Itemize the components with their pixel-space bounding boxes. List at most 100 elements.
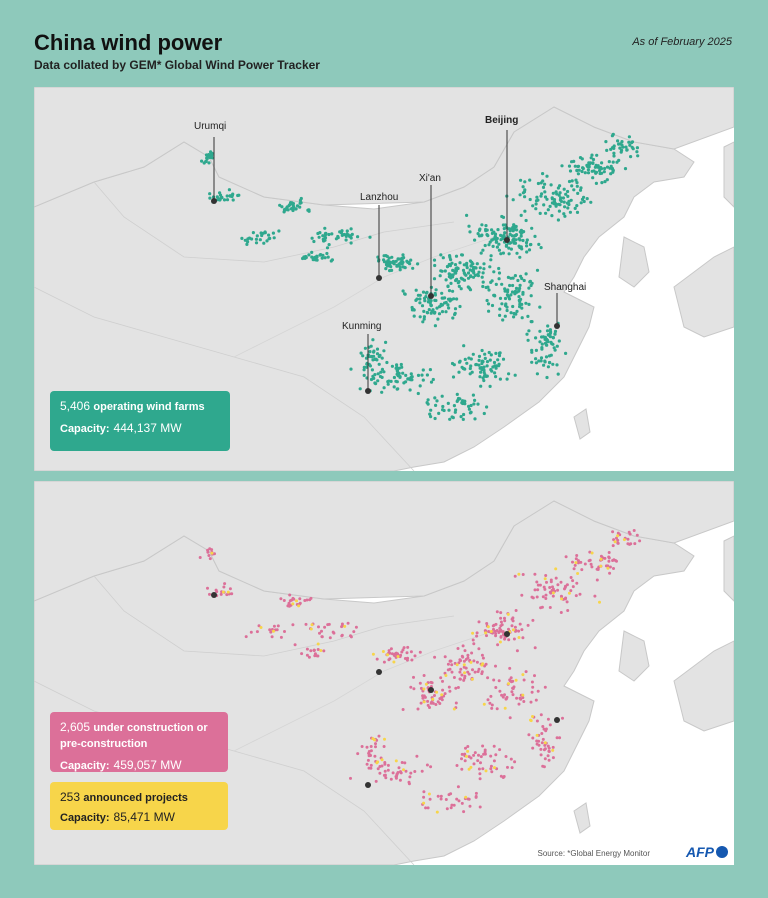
project-dot <box>461 644 465 648</box>
project-dot <box>340 233 344 237</box>
project-dot <box>272 629 275 633</box>
project-dot <box>408 775 412 779</box>
project-dot <box>495 610 499 614</box>
project-dot <box>484 769 488 773</box>
project-dot <box>382 349 386 353</box>
project-dot <box>481 376 485 380</box>
project-dot <box>440 296 444 300</box>
project-dot <box>440 698 444 702</box>
project-dot <box>549 183 553 187</box>
project-dot <box>611 530 615 534</box>
project-dot <box>551 591 555 595</box>
project-dot <box>520 316 524 320</box>
project-dot <box>287 204 291 208</box>
project-dot <box>399 771 403 775</box>
project-dot <box>310 250 314 254</box>
project-dot <box>521 696 525 700</box>
project-dot <box>490 706 494 710</box>
project-dot <box>464 666 468 670</box>
project-dot <box>416 373 421 377</box>
page-subtitle: Data collated by GEM* Global Wind Power … <box>34 58 320 72</box>
project-dot <box>503 619 507 623</box>
project-dot <box>261 231 265 235</box>
project-dot <box>533 572 537 576</box>
project-dot <box>498 307 502 311</box>
project-dot <box>511 225 515 229</box>
project-dot <box>627 135 632 139</box>
project-dot <box>538 340 542 344</box>
project-dot <box>293 643 297 647</box>
project-dot <box>616 534 620 538</box>
project-dot <box>494 366 498 370</box>
project-dot <box>494 240 498 244</box>
project-dot <box>434 403 438 407</box>
project-dot <box>376 379 380 383</box>
project-dot <box>321 253 325 257</box>
project-dot <box>395 387 399 391</box>
project-dot <box>440 695 444 699</box>
project-dot <box>421 696 425 700</box>
construction-capacity-value: 459,057 MW <box>113 758 182 772</box>
project-dot <box>540 335 544 339</box>
project-dot <box>559 580 563 584</box>
project-dot <box>464 746 467 750</box>
project-dot <box>305 598 309 602</box>
project-dot <box>400 650 404 654</box>
project-dot <box>620 148 624 152</box>
project-dot <box>294 207 298 211</box>
project-dot <box>382 258 386 262</box>
project-dot <box>511 693 515 697</box>
project-dot <box>466 653 470 657</box>
project-dot <box>528 178 532 182</box>
project-dot <box>472 753 476 757</box>
project-dot <box>615 536 618 540</box>
project-dot <box>424 682 428 686</box>
project-dot <box>443 692 447 696</box>
project-dot <box>444 310 448 314</box>
project-dot <box>506 288 510 292</box>
project-dot <box>409 372 413 376</box>
project-dot <box>568 169 573 173</box>
project-dot <box>570 179 574 183</box>
project-dot <box>493 371 497 375</box>
project-dot <box>401 708 405 711</box>
project-dot <box>477 647 481 651</box>
project-dot <box>433 416 437 421</box>
project-dot <box>474 791 478 795</box>
project-dot <box>485 364 489 368</box>
project-dot <box>518 283 522 287</box>
project-dot <box>422 790 426 794</box>
project-dot <box>327 232 331 237</box>
project-dot <box>307 655 311 659</box>
project-dot <box>589 562 593 566</box>
project-dot <box>378 765 382 768</box>
project-dot <box>523 209 527 213</box>
project-dot <box>398 257 402 261</box>
project-dot <box>488 701 492 705</box>
announced-summary-box: 253 announced projects Capacity: 85,471 M… <box>50 782 228 830</box>
project-dot <box>382 745 386 748</box>
project-dot <box>485 634 488 638</box>
project-dot <box>463 649 467 653</box>
project-dot <box>436 794 440 798</box>
project-dot <box>496 358 500 362</box>
project-dot <box>452 404 456 408</box>
project-dot <box>489 258 493 262</box>
project-dot <box>307 253 311 257</box>
project-dot <box>618 146 622 150</box>
project-dot <box>629 155 633 159</box>
project-dot <box>517 629 521 633</box>
project-dot <box>487 288 491 292</box>
project-dot <box>463 759 467 763</box>
project-dot <box>236 193 240 198</box>
project-dot <box>498 640 502 644</box>
project-dot <box>461 399 465 403</box>
operating-count: 5,406 <box>60 399 91 413</box>
project-dot <box>477 234 481 238</box>
project-dot <box>501 223 505 227</box>
project-dot <box>369 763 373 767</box>
project-dot <box>429 380 434 384</box>
project-dot <box>246 237 250 241</box>
project-dot <box>473 417 477 421</box>
project-dot <box>486 698 490 702</box>
